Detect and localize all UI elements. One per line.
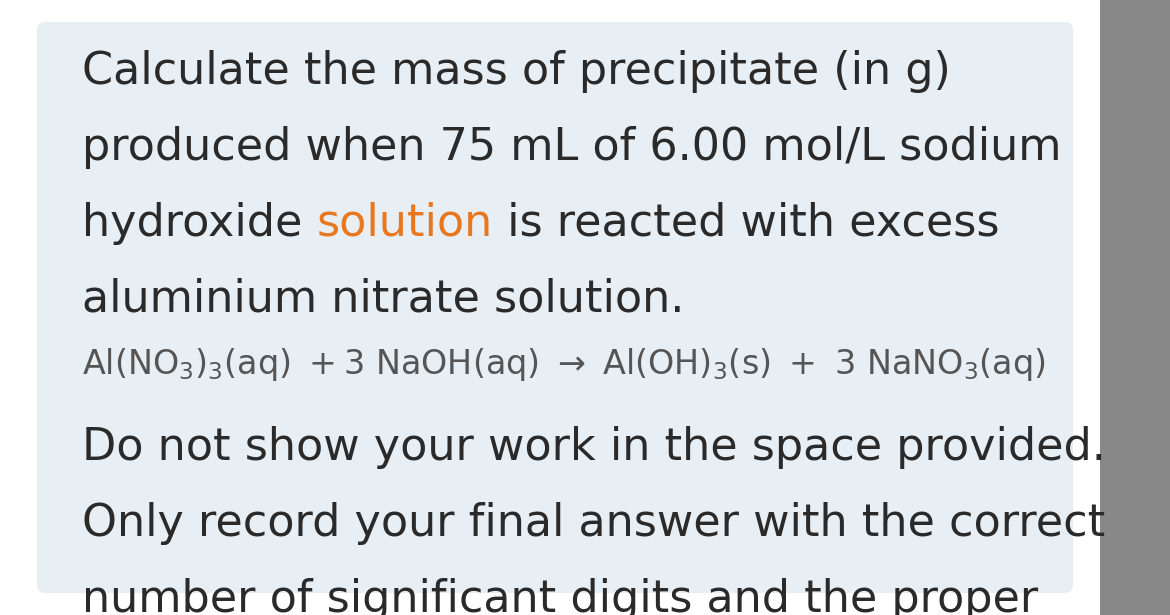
- Text: $\mathregular{Al(NO_3)_3(aq)\ +3\ NaOH(aq)\ \rightarrow\ Al(OH)_3(s)\ +\ 3\ NaNO: $\mathregular{Al(NO_3)_3(aq)\ +3\ NaOH(a…: [82, 346, 1046, 383]
- Text: Do not show your work in the space provided.: Do not show your work in the space provi…: [82, 426, 1106, 469]
- FancyBboxPatch shape: [37, 22, 1073, 593]
- Text: is reacted with excess: is reacted with excess: [493, 202, 999, 245]
- Bar: [1100, 0, 1170, 615]
- Text: aluminium nitrate solution.: aluminium nitrate solution.: [82, 278, 684, 321]
- Text: number of significant digits and the proper: number of significant digits and the pro…: [82, 578, 1038, 615]
- Text: hydroxide: hydroxide: [82, 202, 317, 245]
- Text: solution: solution: [317, 202, 493, 245]
- Text: Only record your final answer with the correct: Only record your final answer with the c…: [82, 502, 1106, 545]
- Text: Calculate the mass of precipitate (in g): Calculate the mass of precipitate (in g): [82, 50, 951, 93]
- Text: produced when 75 mL of 6.00 mol/L sodium: produced when 75 mL of 6.00 mol/L sodium: [82, 126, 1061, 169]
